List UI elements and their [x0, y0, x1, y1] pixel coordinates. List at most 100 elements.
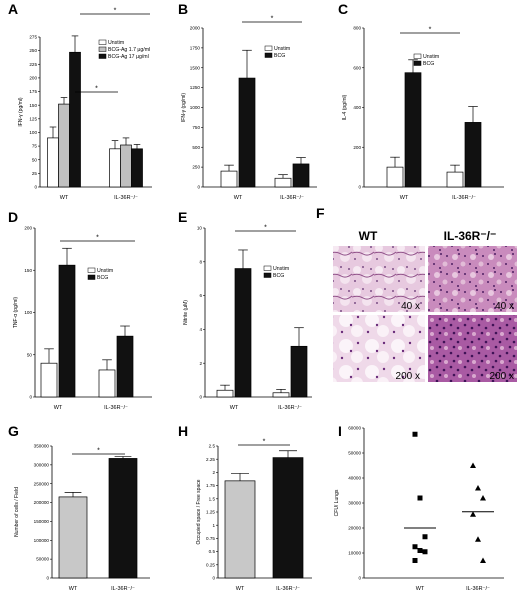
- y-tick-label-A: 50: [32, 157, 38, 162]
- y-tick-label-A: 0: [34, 185, 37, 190]
- significance-star-H: *: [263, 439, 266, 446]
- legend-swatch-C: [413, 53, 422, 59]
- scatter-point-I: [412, 558, 418, 563]
- histology-label-ko-200x: 200 x: [490, 371, 514, 382]
- legend-label-E: Unstim: [273, 266, 289, 272]
- legend-swatch-A: [98, 39, 107, 45]
- y-tick-label-I: 40000: [348, 476, 361, 481]
- y-tick-label-H: 2.5: [209, 444, 216, 449]
- y-tick-label-B: 2000: [190, 26, 201, 31]
- panel-letter-I: I: [338, 423, 342, 439]
- y-tick-label-C: 200: [353, 145, 361, 150]
- y-tick-label-C: 600: [353, 65, 361, 70]
- y-tick-label-D: 50: [27, 352, 33, 357]
- y-tick-label-E: 0: [199, 395, 202, 400]
- legend-swatch-B: [264, 52, 273, 58]
- bar-A-s1-g1: [120, 144, 132, 188]
- y-tick-label-E: 4: [199, 327, 202, 332]
- y-tick-label-H: 0.5: [209, 549, 216, 554]
- x-group-label-B: WT: [234, 195, 243, 201]
- scatter-point-I: [480, 495, 486, 501]
- y-tick-label-D: 200: [24, 226, 32, 231]
- x-group-label-H: IL-36R⁻/⁻: [276, 586, 300, 592]
- y-axis-label-G: Number of cells / Field: [14, 487, 20, 537]
- y-tick-label-C: 0: [358, 185, 361, 190]
- histology-image-wt-40x: [333, 246, 425, 312]
- chart-B: B 0 250 500 750 1000 1250 1500 1750 2000 IFN-γ (pg…: [178, 1, 317, 201]
- histology-col-ko: IL-36R⁻/⁻: [444, 229, 497, 243]
- legend-label-E: BCG: [273, 273, 284, 279]
- y-tick-label-I: 30000: [348, 501, 361, 506]
- x-group-label-G: IL-36R⁻/⁻: [111, 586, 135, 592]
- y-tick-label-H: 1.75: [206, 483, 215, 488]
- panel-letter-H: H: [178, 423, 188, 439]
- chart-H: H 0 0.25 0.5 0.75 1 1.25 1.5 1.75 2 2.25 2.5 Occupie…: [178, 423, 312, 592]
- panel-letter-D: D: [8, 209, 18, 225]
- bar-D-s0-g1: [98, 369, 116, 398]
- legend-label-A: BCG-Ag 1.7 µg/ml: [108, 47, 150, 53]
- x-group-label-A: IL-36R⁻/⁻: [114, 195, 138, 201]
- bar-C-s1-g0: [404, 72, 422, 188]
- scatter-point-I: [475, 536, 481, 542]
- y-tick-label-H: 1.25: [206, 510, 215, 515]
- bar-B-s1-g0: [238, 77, 256, 188]
- x-group-label-E: IL-36R⁻/⁻: [278, 405, 302, 411]
- legend-label-D: BCG: [97, 275, 108, 281]
- bar-D-s1-g1: [116, 335, 134, 398]
- legend-label-A: BCG-Ag 17 µg/ml: [108, 54, 149, 60]
- y-tick-label-I: 20000: [348, 526, 361, 531]
- y-tick-label-B: 1750: [190, 45, 201, 50]
- panel-letter-G: G: [8, 423, 19, 439]
- y-tick-label-I: 10000: [348, 551, 361, 556]
- y-tick-label-G: 100000: [34, 538, 50, 543]
- legend-swatch-D: [87, 267, 96, 273]
- bar-E-s1-g0: [234, 268, 252, 398]
- bar-E-s0-g1: [272, 392, 290, 398]
- scatter-point-I: [422, 549, 428, 555]
- legend-swatch-D: [87, 274, 96, 280]
- scatter-point-I: [475, 485, 481, 491]
- y-tick-label-B: 1250: [190, 85, 201, 90]
- y-tick-label-H: 0: [212, 576, 215, 581]
- bar-A-s0-g0: [47, 137, 59, 188]
- legend-swatch-E: [263, 265, 272, 271]
- y-tick-label-A: 200: [29, 76, 37, 81]
- y-tick-label-E: 10: [197, 226, 203, 231]
- y-tick-label-E: 8: [199, 259, 202, 264]
- y-tick-label-D: 0: [29, 395, 32, 400]
- y-tick-label-G: 200000: [34, 500, 50, 505]
- y-tick-label-G: 250000: [34, 481, 50, 486]
- y-axis-label-I: CFU/ Lungs: [334, 489, 340, 516]
- bar-C-s0-g0: [386, 166, 404, 188]
- significance-star-A: *: [95, 86, 98, 93]
- scatter-point-I: [417, 548, 423, 553]
- y-tick-label-E: 2: [199, 361, 202, 366]
- scatter-point-I: [417, 495, 423, 501]
- panel-letter-E: E: [178, 209, 187, 225]
- x-group-label-E: WT: [230, 405, 239, 411]
- legend-label-B: BCG: [274, 53, 285, 59]
- significance-star-E: *: [264, 225, 267, 232]
- y-tick-label-G: 0: [46, 576, 49, 581]
- chart-C: C 0 200 400 600 800 IL-4 (pg/ml) WT IL-36R⁻/⁻ Uns…: [338, 1, 504, 201]
- y-tick-label-C: 800: [353, 26, 361, 31]
- y-tick-label-D: 100: [24, 310, 32, 315]
- histology-label-wt-200x: 200 x: [396, 371, 420, 382]
- y-tick-label-I: 0: [358, 576, 361, 581]
- panel-letter-B: B: [178, 1, 188, 17]
- legend-label-B: Unstim: [274, 46, 290, 52]
- histology-panel-F: F WT IL-36R⁻/⁻ 40 x 40 x 200 x 200 x: [316, 205, 517, 382]
- bar-A-s2-g1: [131, 148, 143, 188]
- x-group-label-D: IL-36R⁻/⁻: [104, 405, 128, 411]
- significance-star-B: *: [271, 16, 274, 23]
- bar-H-s0-g1: [272, 457, 304, 579]
- significance-star-D: *: [96, 235, 99, 242]
- y-tick-label-A: 225: [29, 62, 37, 67]
- y-tick-label-G: 150000: [34, 519, 50, 524]
- legend-label-C: BCG: [423, 61, 434, 67]
- legend-swatch-A: [98, 46, 107, 52]
- x-group-label-D: WT: [54, 405, 63, 411]
- histology-label-ko-40x: 40 x: [495, 301, 514, 312]
- scatter-point-I: [412, 431, 418, 437]
